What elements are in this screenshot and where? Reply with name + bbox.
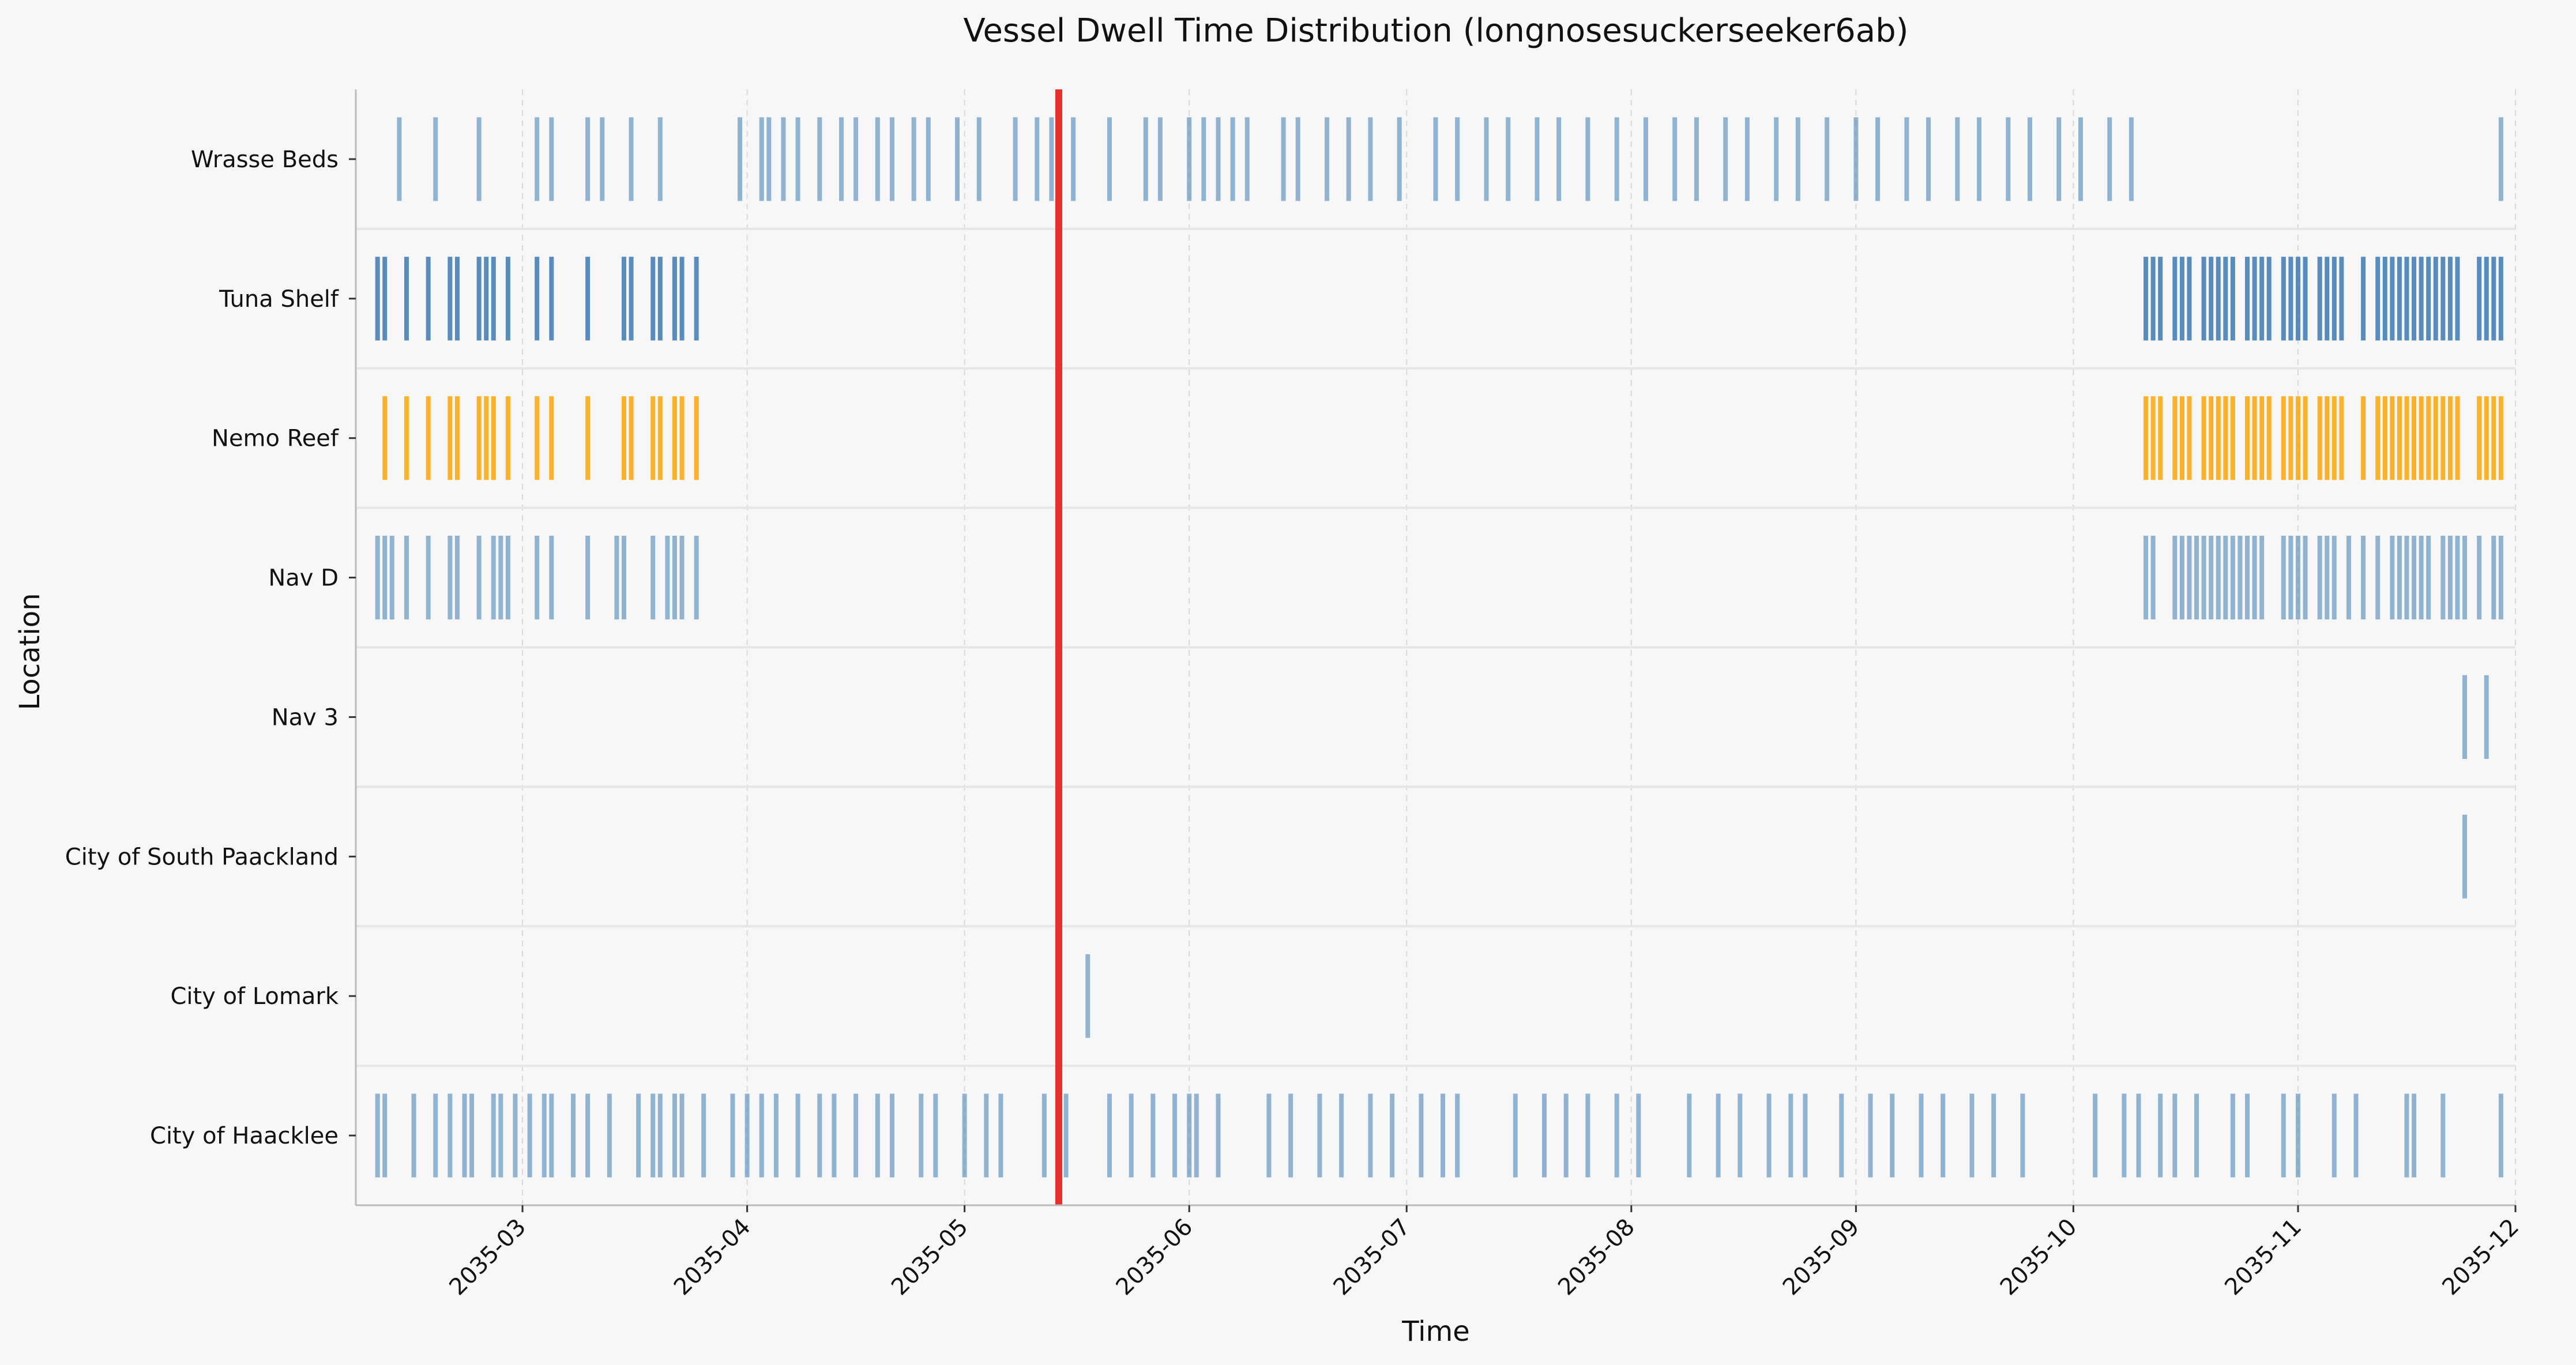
y-tick-label: City of Haacklee xyxy=(150,1123,339,1149)
y-tick-labels: Wrasse Beds Tuna Shelf Nemo Reef Nav D Nav 3… xyxy=(65,146,356,1149)
y-tick-label: Nav D xyxy=(268,565,339,592)
y-tick-label: Wrasse Beds xyxy=(191,146,339,173)
y-tick-label: Tuna Shelf xyxy=(219,286,339,313)
x-axis-label: Time xyxy=(1401,1315,1469,1348)
y-tick-label: City of Lomark xyxy=(170,983,339,1010)
axes xyxy=(355,89,2515,1206)
y-tick-label: Nemo Reef xyxy=(212,426,339,452)
event-marks xyxy=(375,117,2503,1178)
y-tick-label: City of South Paackland xyxy=(65,844,339,870)
y-tick-label: Nav 3 xyxy=(272,704,339,731)
y-axis-label: Location xyxy=(14,593,46,710)
chart-title: Vessel Dwell Time Distribution (longnose… xyxy=(963,12,1908,50)
row-separators xyxy=(356,227,2515,1067)
